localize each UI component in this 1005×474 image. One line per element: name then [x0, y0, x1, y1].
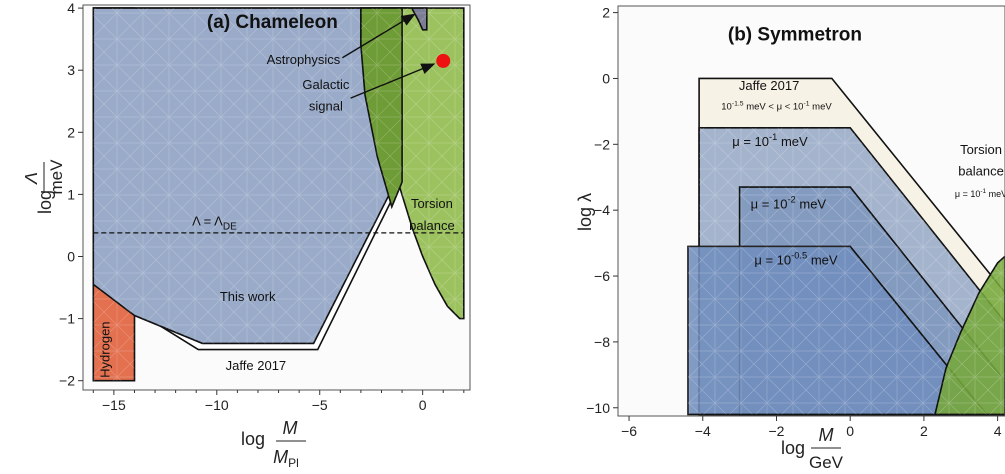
astrophysics-region-mesh — [412, 8, 427, 30]
torsion-mu-label: μ = 10-1 meV — [955, 188, 1005, 199]
x-axis-num-a: M — [283, 418, 298, 438]
torsion-label-1: Torsion — [411, 196, 453, 211]
x-tick-label-b: −2 — [769, 423, 785, 439]
y-tick-label-a: 0 — [67, 248, 75, 264]
y-axis-label-b: log λ — [575, 193, 595, 231]
galactic-label-1: Galactic — [302, 77, 349, 92]
regions-a — [92, 7, 465, 382]
x-tick-label-a: 0 — [419, 397, 427, 413]
y-tick-label-b: 2 — [602, 5, 610, 21]
x-tick-label-a: −5 — [312, 397, 328, 413]
regions-b — [687, 77, 1005, 416]
jaffe-2017-label-a: Jaffe 2017 — [226, 358, 286, 373]
jaffe-2017-label-b: Jaffe 2017 — [739, 78, 799, 93]
x-axis-num-b: M — [819, 425, 834, 445]
x-tick-label-b: −6 — [621, 423, 637, 439]
y-tick-label-a: 1 — [67, 186, 75, 202]
torsion-balance-region-b-mesh — [935, 256, 1005, 415]
this-work-region-mesh — [93, 8, 409, 344]
x-tick-label-b: −4 — [695, 423, 711, 439]
panel-symmetron: −6 −4 −2 0 2 4 −10 −8 −6 −4 −2 0 2 (b) Symmetron Jaffe… — [575, 5, 1005, 472]
mu-1-label: μ = 10-1 meV — [732, 132, 808, 149]
y-axis-prefix-a: log — [35, 190, 55, 214]
y-axis-label-a: log Λ meV — [21, 159, 66, 214]
chart-title-a: (a) Chameleon — [207, 12, 338, 33]
y-tick-label-b: −8 — [594, 334, 610, 350]
frame-b — [617, 5, 1005, 417]
y-tick-label-a: −2 — [59, 373, 75, 389]
torsion-balance-dark-region-mesh — [360, 8, 403, 207]
y-tick-label-a: 2 — [67, 124, 75, 140]
mu-range-label: 10-1.5 meV < μ < 10-1 meV — [721, 100, 832, 112]
x-tick-label-a: −10 — [205, 397, 229, 413]
this-work-label: This work — [220, 289, 276, 304]
y-tick-label-b: −10 — [586, 400, 610, 416]
y-tick-label-b: −2 — [594, 136, 610, 152]
galactic-signal-point — [436, 53, 451, 68]
y-tick-label-b: −4 — [594, 202, 610, 218]
y-tick-label-b: 0 — [602, 70, 610, 86]
x-axis-prefix-b: log — [781, 438, 805, 458]
y-axis-num-a: Λ — [21, 172, 41, 185]
x-tick-label-a: −15 — [102, 397, 126, 413]
mu-2-label: μ = 10-2 meV — [751, 195, 827, 212]
y-tick-label-a: 3 — [67, 62, 75, 78]
torsion-label-b-2: balance — [958, 164, 1004, 179]
galactic-label-2: signal — [309, 99, 343, 114]
y-axis-den-a: meV — [47, 159, 66, 195]
y-tick-label-a: −1 — [59, 311, 75, 327]
mu-05-region-mesh — [688, 246, 987, 415]
torsion-label-b-1: Torsion — [960, 142, 1002, 157]
astrophysics-arrow — [342, 13, 416, 59]
hydrogen-label: Hydrogen — [98, 321, 113, 377]
chart-title-b: (b) Symmetron — [728, 25, 862, 46]
x-axis-den-a: MPl — [273, 447, 299, 470]
y-tick-label-b: −6 — [594, 268, 610, 284]
x-tick-label-b: 0 — [846, 423, 854, 439]
mu-05-label: μ = 10-0.5 meV — [754, 251, 838, 268]
torsion-label-2: balance — [409, 218, 455, 233]
galactic-arrow — [350, 63, 436, 99]
y-tick-label-a: 4 — [67, 0, 75, 16]
y-axis-label-b-text: log λ — [575, 193, 595, 231]
x-axis-prefix-a: log — [241, 429, 265, 449]
x-axis-den-b: GeV — [809, 453, 844, 472]
astrophysics-label: Astrophysics — [267, 52, 341, 67]
x-tick-label-b: 2 — [920, 423, 928, 439]
frame-a — [82, 4, 471, 391]
x-tick-label-b: 4 — [994, 423, 1002, 439]
